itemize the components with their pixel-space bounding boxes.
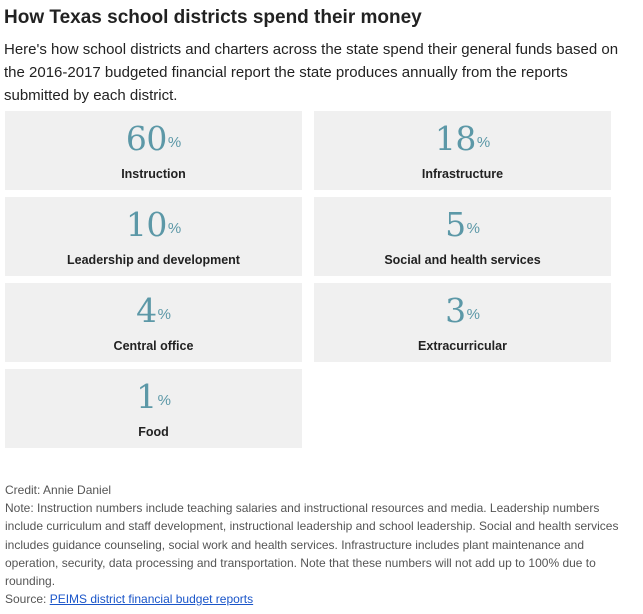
stat-value: 4%: [136, 291, 171, 330]
percent-sign: %: [157, 392, 171, 409]
stat-card-leadership: 10% Leadership and development: [5, 197, 302, 276]
source-prefix: Source:: [5, 592, 50, 607]
stat-value: 1%: [136, 377, 171, 416]
article: How Texas school districts spend their m…: [4, 6, 636, 107]
intro-text: Here's how school districts and charters…: [4, 41, 619, 104]
stat-label: Food: [138, 425, 169, 439]
stat-label: Extracurricular: [418, 339, 507, 353]
note-text: Note: Instruction numbers include teachi…: [5, 501, 619, 589]
credit-line: Credit: Annie Daniel: [5, 483, 112, 497]
stat-value: 60%: [125, 119, 182, 158]
percent-sign: %: [167, 220, 182, 237]
stat-label: Infrastructure: [421, 167, 504, 181]
source-line: Source: PEIMS district financial budget …: [5, 590, 639, 608]
percent-sign: %: [466, 306, 480, 323]
percent-sign: %: [167, 134, 182, 151]
page-title: How Texas school districts spend their m…: [4, 7, 422, 28]
percent-sign: %: [157, 306, 171, 323]
stat-value: 10%: [125, 205, 182, 244]
stat-value: 5%: [445, 205, 480, 244]
stat-label: Instruction: [121, 167, 186, 181]
stat-value: 18%: [434, 119, 491, 158]
stat-label: Leadership and development: [67, 253, 240, 267]
stat-label: Social and health services: [384, 253, 541, 267]
footer: Credit: Annie Daniel Note: Instruction n…: [5, 481, 639, 608]
stat-card-extracurricular: 3% Extracurricular: [314, 283, 611, 362]
stat-card-central-office: 4% Central office: [5, 283, 302, 362]
stat-card-infrastructure: 18% Infrastructure: [314, 111, 611, 190]
percent-sign: %: [466, 220, 480, 237]
source-link[interactable]: PEIMS district financial budget reports: [49, 592, 254, 607]
stat-value: 3%: [445, 291, 480, 330]
stat-card-social-health: 5% Social and health services: [314, 197, 611, 276]
stat-card-instruction: 60% Instruction: [5, 111, 302, 190]
percent-sign: %: [476, 134, 491, 151]
stat-card-food: 1% Food: [5, 369, 302, 448]
stat-label: Central office: [113, 339, 194, 353]
